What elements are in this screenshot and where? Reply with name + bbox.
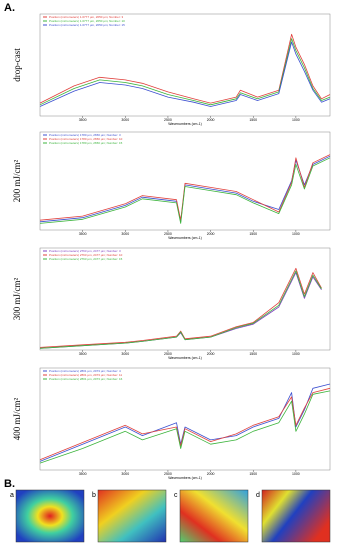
heatmap-label: a — [10, 492, 14, 499]
heatmap-label: b — [92, 492, 96, 499]
x-tick-label: 3500 — [79, 118, 87, 122]
x-tick-label: 2500 — [164, 118, 172, 122]
x-tick-label: 2000 — [207, 472, 215, 476]
legend-label: Position (micrometers) 1.0777 µm, 2650 µ… — [49, 23, 125, 27]
x-tick-label: 1000 — [292, 118, 300, 122]
x-tick-label: 2000 — [207, 232, 215, 236]
x-tick-label: 2000 — [207, 118, 215, 122]
x-tick-label: 1500 — [249, 352, 257, 356]
legend-label: Position (micrometers) 2801 µm, 2073 µm;… — [49, 373, 122, 377]
x-tick-label: 2500 — [164, 352, 172, 356]
legend-label: Position (micrometers) 2763 µm, 2477 µm;… — [49, 257, 123, 261]
panel-label: B. — [4, 478, 15, 490]
heatmap — [179, 489, 249, 543]
y-axis-label: drop-cast — [12, 48, 22, 82]
legend-label: Position (micrometers) 2801 µm, 2073 µm;… — [49, 377, 123, 381]
legend-label: Position (micrometers) 1.0777 µm, 2650 µ… — [49, 19, 125, 23]
heatmap — [15, 489, 85, 543]
x-tick-label: 1500 — [249, 118, 257, 122]
x-tick-label: 3500 — [79, 472, 87, 476]
spectrum-line — [39, 272, 322, 349]
spectrum-line — [39, 383, 331, 462]
plot-frame — [39, 131, 331, 231]
x-tick-label: 3000 — [121, 118, 129, 122]
x-tick-label: 3000 — [121, 472, 129, 476]
x-tick-label: 3500 — [79, 232, 87, 236]
panel-label: A. — [4, 2, 15, 14]
spectrum-line — [39, 38, 331, 106]
y-axis-label: 300 mJ/cm² — [12, 277, 22, 320]
x-axis-label: Wavenumbers (cm-1) — [168, 476, 202, 480]
x-tick-label: 2500 — [164, 472, 172, 476]
heatmap — [97, 489, 167, 543]
x-axis-label: Wavenumbers (cm-1) — [168, 236, 202, 240]
x-axis-label: Wavenumbers (cm-1) — [168, 356, 202, 360]
x-tick-label: 1000 — [292, 472, 300, 476]
x-tick-label: 2000 — [207, 352, 215, 356]
spectrum-line — [39, 41, 331, 107]
heatmap-label: c — [174, 492, 178, 499]
plot-frame — [39, 247, 331, 351]
y-axis-label: 200 mJ/cm² — [12, 159, 22, 202]
heatmaps — [15, 489, 331, 543]
y-axis-label: 400 mJ/cm² — [12, 397, 22, 440]
heatmap-label: d — [256, 492, 260, 499]
spectrum-line — [39, 387, 331, 461]
legend-label: Position (micrometers) 2801 µm, 2073 µm;… — [49, 369, 121, 373]
legend-label: Position (micrometers) 1780 µm, 2650 µm;… — [49, 137, 123, 141]
spectrum-line — [39, 270, 322, 349]
x-tick-label: 2500 — [164, 232, 172, 236]
heatmap — [261, 489, 331, 543]
legend-label: Position (micrometers) 1780 µm, 2650 µm;… — [49, 141, 123, 145]
x-tick-label: 3000 — [121, 232, 129, 236]
spectrum-line — [39, 390, 331, 464]
plot-frame — [39, 13, 331, 117]
spectrum-line — [39, 267, 322, 348]
legend-label: Position (micrometers) 2763 µm, 2477 µm;… — [49, 249, 121, 253]
plot-frame — [39, 367, 331, 471]
x-tick-label: 1000 — [292, 232, 300, 236]
x-tick-label: 3500 — [79, 352, 87, 356]
legend-label: Position (micrometers) 1780 µm, 2650 µm;… — [49, 133, 121, 137]
x-tick-label: 1500 — [249, 232, 257, 236]
x-tick-label: 3000 — [121, 352, 129, 356]
x-tick-label: 1000 — [292, 352, 300, 356]
spectrum-line — [39, 33, 331, 104]
legend-label: Position (micrometers) 1.0777 µm, 2650 µ… — [49, 15, 123, 19]
spectrum-line — [39, 154, 331, 221]
x-axis-label: Wavenumbers (cm-1) — [168, 122, 202, 126]
legend-label: Position (micrometers) 2763 µm, 2477 µm;… — [49, 253, 123, 257]
x-tick-label: 1500 — [249, 472, 257, 476]
spectrum-line — [39, 157, 331, 224]
